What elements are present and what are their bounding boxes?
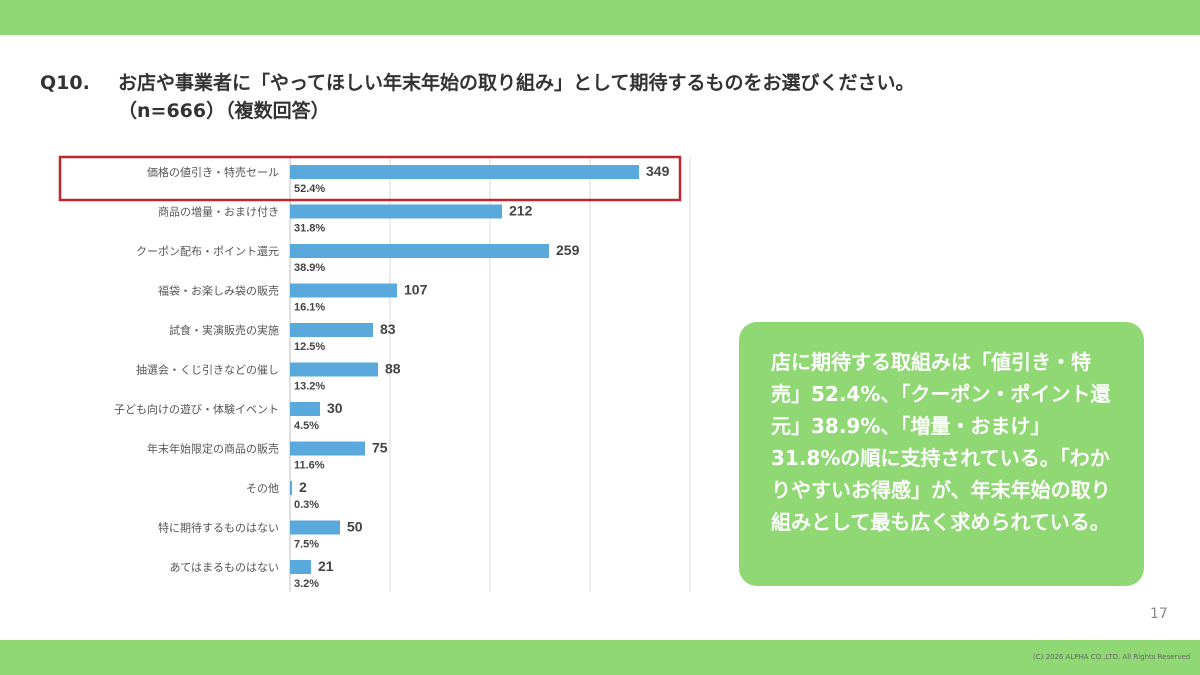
value-label: 83 bbox=[380, 321, 396, 337]
bar bbox=[290, 560, 311, 574]
copyright-text: (C) 2026 ALPHA CO.,LTD. All Rights Reser… bbox=[1033, 653, 1191, 661]
bar bbox=[290, 165, 639, 179]
bar bbox=[290, 283, 397, 298]
percent-label: 13.2% bbox=[294, 381, 325, 393]
value-label: 88 bbox=[385, 361, 401, 377]
summary-text: 店に期待する取組みは「値引き・特売」52.4%、「クーポン・ポイント還元」38.… bbox=[771, 350, 1111, 534]
percent-label: 4.5% bbox=[294, 420, 319, 432]
category-label: その他 bbox=[246, 482, 279, 495]
percent-label: 11.6% bbox=[294, 460, 325, 472]
percent-label: 12.5% bbox=[294, 341, 325, 353]
percent-label: 16.1% bbox=[294, 302, 325, 314]
value-label: 349 bbox=[646, 163, 670, 179]
top-banner bbox=[0, 0, 1200, 35]
percent-label: 3.2% bbox=[294, 578, 319, 590]
value-label: 30 bbox=[327, 400, 343, 416]
percent-label: 31.8% bbox=[294, 223, 325, 235]
value-label: 2 bbox=[299, 479, 307, 495]
question-title: Q10. お店や事業者に「やってほしい年末年始の取り組み」として期待するものをお選… bbox=[40, 68, 914, 95]
bar bbox=[290, 323, 373, 337]
bar bbox=[290, 362, 378, 377]
bar bbox=[290, 244, 549, 258]
bar bbox=[290, 481, 292, 495]
category-label: クーポン配布・ポイント還元 bbox=[136, 245, 279, 258]
value-label: 107 bbox=[404, 282, 428, 298]
category-label: 抽選会・くじ引きなどの催し bbox=[136, 363, 279, 377]
category-label: 価格の値引き・特売セール bbox=[147, 165, 279, 179]
question-subtitle: （n=666）（複数回答） bbox=[118, 100, 330, 122]
category-label: あてはまるものはない bbox=[169, 561, 279, 574]
bar bbox=[290, 204, 502, 219]
question-text: お店や事業者に「やってほしい年末年始の取り組み」として期待するものをお選びくださ… bbox=[118, 72, 915, 94]
bar bbox=[290, 441, 365, 456]
category-label: 特に期待するものはない bbox=[158, 521, 279, 535]
category-label: 子ども向けの遊び・体験イベント bbox=[114, 402, 279, 416]
highlight-box bbox=[58, 155, 682, 202]
question-number: Q10. bbox=[40, 72, 90, 94]
percent-label: 38.9% bbox=[294, 262, 325, 274]
value-label: 212 bbox=[509, 203, 533, 219]
value-label: 75 bbox=[372, 440, 388, 456]
summary-box: 店に期待する取組みは「値引き・特売」52.4%、「クーポン・ポイント還元」38.… bbox=[739, 322, 1144, 586]
value-label: 50 bbox=[347, 519, 363, 535]
bottom-banner bbox=[0, 640, 1200, 675]
category-label: 試食・実演販売の実施 bbox=[169, 323, 279, 337]
percent-label: 0.3% bbox=[294, 499, 319, 511]
value-label: 259 bbox=[556, 242, 580, 258]
percent-label: 52.4% bbox=[294, 183, 325, 195]
category-label: 福袋・お楽しみ袋の販売 bbox=[158, 284, 279, 298]
value-label: 21 bbox=[318, 558, 334, 574]
bar bbox=[290, 520, 340, 535]
percent-label: 7.5% bbox=[294, 539, 319, 551]
bar bbox=[290, 402, 320, 416]
category-label: 商品の増量・おまけ付き bbox=[158, 205, 279, 219]
page-number: 17 bbox=[1150, 606, 1168, 622]
category-label: 年末年始限定の商品の販売 bbox=[147, 442, 279, 456]
